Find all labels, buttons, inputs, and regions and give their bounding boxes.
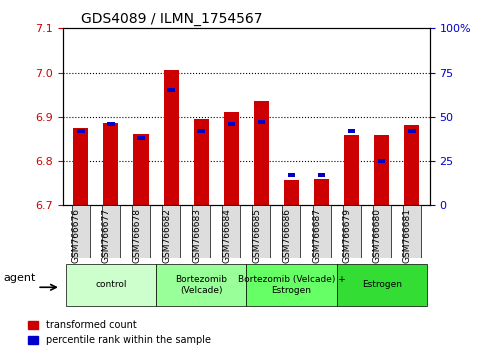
Bar <box>348 129 355 133</box>
Text: Bortezomib (Velcade) +
Estrogen: Bortezomib (Velcade) + Estrogen <box>238 275 345 295</box>
Text: control: control <box>95 280 127 290</box>
FancyBboxPatch shape <box>373 205 391 258</box>
FancyBboxPatch shape <box>192 205 210 258</box>
Bar <box>254 101 269 205</box>
FancyBboxPatch shape <box>342 205 361 258</box>
FancyBboxPatch shape <box>156 264 246 306</box>
Bar <box>103 124 118 205</box>
FancyBboxPatch shape <box>337 264 427 306</box>
Text: GSM766683: GSM766683 <box>192 208 201 263</box>
Text: GSM766687: GSM766687 <box>313 208 322 263</box>
Text: GSM766685: GSM766685 <box>253 208 261 263</box>
Bar <box>73 128 88 205</box>
Bar <box>198 129 205 133</box>
FancyBboxPatch shape <box>252 205 270 258</box>
Bar <box>164 70 179 205</box>
FancyBboxPatch shape <box>403 205 421 258</box>
Bar <box>288 173 295 177</box>
FancyBboxPatch shape <box>132 205 150 258</box>
Bar <box>194 119 209 205</box>
FancyBboxPatch shape <box>313 205 330 258</box>
Text: GSM766686: GSM766686 <box>283 208 291 263</box>
Bar <box>77 129 85 133</box>
Bar <box>137 136 145 140</box>
Legend: transformed count, percentile rank within the sample: transformed count, percentile rank withi… <box>24 316 214 349</box>
FancyBboxPatch shape <box>222 205 241 258</box>
FancyBboxPatch shape <box>102 205 120 258</box>
FancyBboxPatch shape <box>162 205 180 258</box>
FancyBboxPatch shape <box>283 205 300 258</box>
Bar <box>284 180 299 205</box>
Bar <box>107 122 114 126</box>
Text: GDS4089 / ILMN_1754567: GDS4089 / ILMN_1754567 <box>81 12 263 26</box>
Bar <box>227 122 235 126</box>
FancyBboxPatch shape <box>66 264 156 306</box>
Text: GSM766677: GSM766677 <box>102 208 111 263</box>
Bar <box>344 135 359 205</box>
FancyBboxPatch shape <box>246 264 337 306</box>
Bar <box>314 179 329 205</box>
Bar <box>404 125 419 205</box>
Bar <box>167 88 175 92</box>
Text: GSM766678: GSM766678 <box>132 208 141 263</box>
Bar <box>224 113 239 205</box>
Text: GSM766682: GSM766682 <box>162 208 171 263</box>
Bar <box>133 134 149 205</box>
Text: GSM766679: GSM766679 <box>342 208 352 263</box>
Bar <box>257 120 265 124</box>
Bar <box>408 129 415 133</box>
Bar <box>318 173 326 177</box>
Text: agent: agent <box>3 273 36 283</box>
Text: Bortezomib
(Velcade): Bortezomib (Velcade) <box>175 275 227 295</box>
Text: Estrogen: Estrogen <box>362 280 402 290</box>
Text: GSM766676: GSM766676 <box>72 208 81 263</box>
Text: GSM766684: GSM766684 <box>222 208 231 263</box>
Bar <box>374 135 389 205</box>
Bar <box>378 159 385 163</box>
FancyBboxPatch shape <box>72 205 90 258</box>
Text: GSM766680: GSM766680 <box>373 208 382 263</box>
Text: GSM766681: GSM766681 <box>403 208 412 263</box>
